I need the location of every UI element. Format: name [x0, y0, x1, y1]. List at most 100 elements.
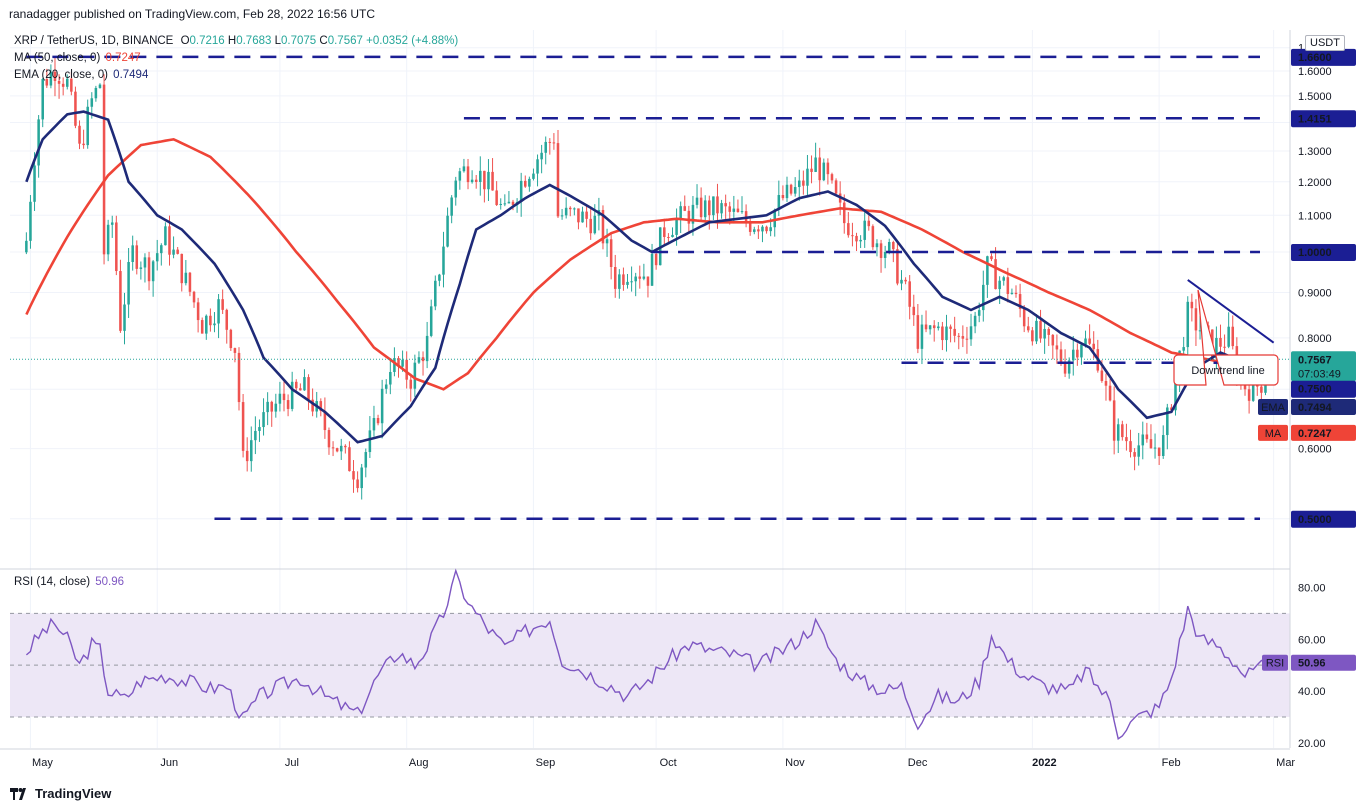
rsi-tick-label: 40.00	[1298, 686, 1326, 698]
symbol-label[interactable]: XRP / TetherUS, 1D, BINANCE	[14, 35, 174, 47]
candle	[695, 184, 699, 209]
candle-body	[753, 229, 756, 232]
ema-name-box	[1258, 399, 1288, 416]
time-tick-label: Nov	[785, 757, 805, 769]
candle	[524, 175, 527, 188]
candle-body	[536, 159, 539, 174]
candle	[245, 437, 249, 472]
candle	[462, 158, 466, 173]
candle-body	[1145, 434, 1149, 440]
candle-body	[409, 379, 413, 389]
candle-body	[327, 430, 331, 448]
candle-body	[548, 141, 552, 143]
candle-body	[307, 377, 310, 400]
ma-legend[interactable]: MA (50, close, 0) 0.7247	[14, 52, 141, 64]
candle-body	[372, 417, 376, 431]
candle	[1051, 334, 1055, 360]
candle-body	[642, 276, 646, 279]
candle-body	[65, 78, 69, 87]
candle-body	[977, 310, 981, 316]
candle-body	[744, 211, 748, 222]
candle-body	[1121, 424, 1124, 438]
rsi-name: RSI	[1266, 658, 1284, 670]
candle	[57, 74, 61, 99]
candle-body	[53, 71, 57, 81]
candle-body	[474, 179, 478, 182]
candle-body	[1039, 320, 1042, 339]
rsi-legend[interactable]: RSI (14, close) 50.96	[14, 576, 124, 588]
ma-value: 0.7247	[1298, 428, 1332, 440]
candle-body	[29, 201, 32, 241]
candle	[466, 158, 470, 190]
time-tick-label: Mar	[1276, 757, 1295, 769]
last-price-countdown: 07:03:49	[1298, 368, 1341, 380]
currency-button[interactable]: USDT	[1305, 35, 1345, 51]
downtrend-line	[1187, 279, 1275, 344]
candle-body	[1198, 330, 1202, 332]
candle	[1186, 296, 1190, 359]
time-tick-label: Jun	[160, 757, 178, 769]
candle-body	[1129, 441, 1132, 453]
candle-body	[1231, 326, 1235, 347]
symbol-legend: XRP / TetherUS, 1D, BINANCE O0.7216 H0.7…	[14, 35, 458, 47]
candle	[703, 195, 707, 224]
candle-body	[102, 84, 106, 255]
rsi-badge: RSI 50.96	[1262, 654, 1356, 671]
candle-body	[180, 253, 184, 284]
candle-body	[438, 274, 441, 281]
candle	[495, 181, 498, 206]
ma-legend-label: MA (50, close, 0)	[14, 52, 101, 64]
candle	[1190, 293, 1194, 322]
candle-body	[37, 119, 40, 166]
ema-legend[interactable]: EMA (20, close, 0) 0.7494	[14, 69, 148, 81]
candle	[421, 351, 425, 376]
candle	[196, 297, 200, 333]
candle-body	[957, 335, 961, 337]
candle	[740, 196, 744, 214]
candle-body	[274, 403, 278, 412]
candle	[160, 243, 163, 266]
candle-body	[581, 211, 584, 223]
candle	[474, 175, 478, 189]
candle	[348, 441, 351, 472]
ma-legend-value: 0.7247	[105, 52, 141, 64]
candle-body	[200, 320, 204, 334]
candle-body	[1022, 308, 1026, 327]
candle-body	[491, 171, 494, 191]
candle-body	[1031, 330, 1034, 342]
candle-body	[736, 208, 740, 213]
candle	[29, 195, 32, 249]
candle	[581, 206, 584, 223]
candle-body	[413, 362, 417, 389]
rsi-pane	[10, 568, 1290, 740]
candle	[319, 398, 323, 417]
candle	[237, 347, 241, 411]
level-badge-0.7500-box	[1291, 380, 1356, 398]
candle	[479, 156, 482, 196]
candle	[446, 207, 449, 248]
candle-body	[1157, 447, 1161, 456]
candle-body	[973, 315, 977, 327]
candle-body	[155, 253, 159, 262]
candle	[303, 369, 306, 391]
candle-body	[847, 223, 850, 236]
candle-body	[892, 242, 895, 250]
candle	[560, 208, 564, 220]
candle	[969, 313, 973, 346]
candle-body	[1018, 294, 1022, 309]
candle	[335, 447, 339, 453]
annotation-callout	[1173, 289, 1279, 386]
candle-body	[1219, 337, 1222, 347]
level-badge-1.0000: 1.0000	[1291, 243, 1356, 261]
candle-body	[1194, 308, 1198, 331]
candle-body	[278, 393, 282, 404]
candle-body	[466, 166, 470, 183]
candle	[814, 142, 817, 173]
level-badge-0.5000-text: 0.5000	[1298, 514, 1332, 526]
candle-body	[1125, 437, 1128, 442]
candle	[188, 271, 192, 297]
candle-body	[1059, 349, 1063, 363]
candle	[82, 129, 85, 149]
candle	[1231, 315, 1235, 350]
